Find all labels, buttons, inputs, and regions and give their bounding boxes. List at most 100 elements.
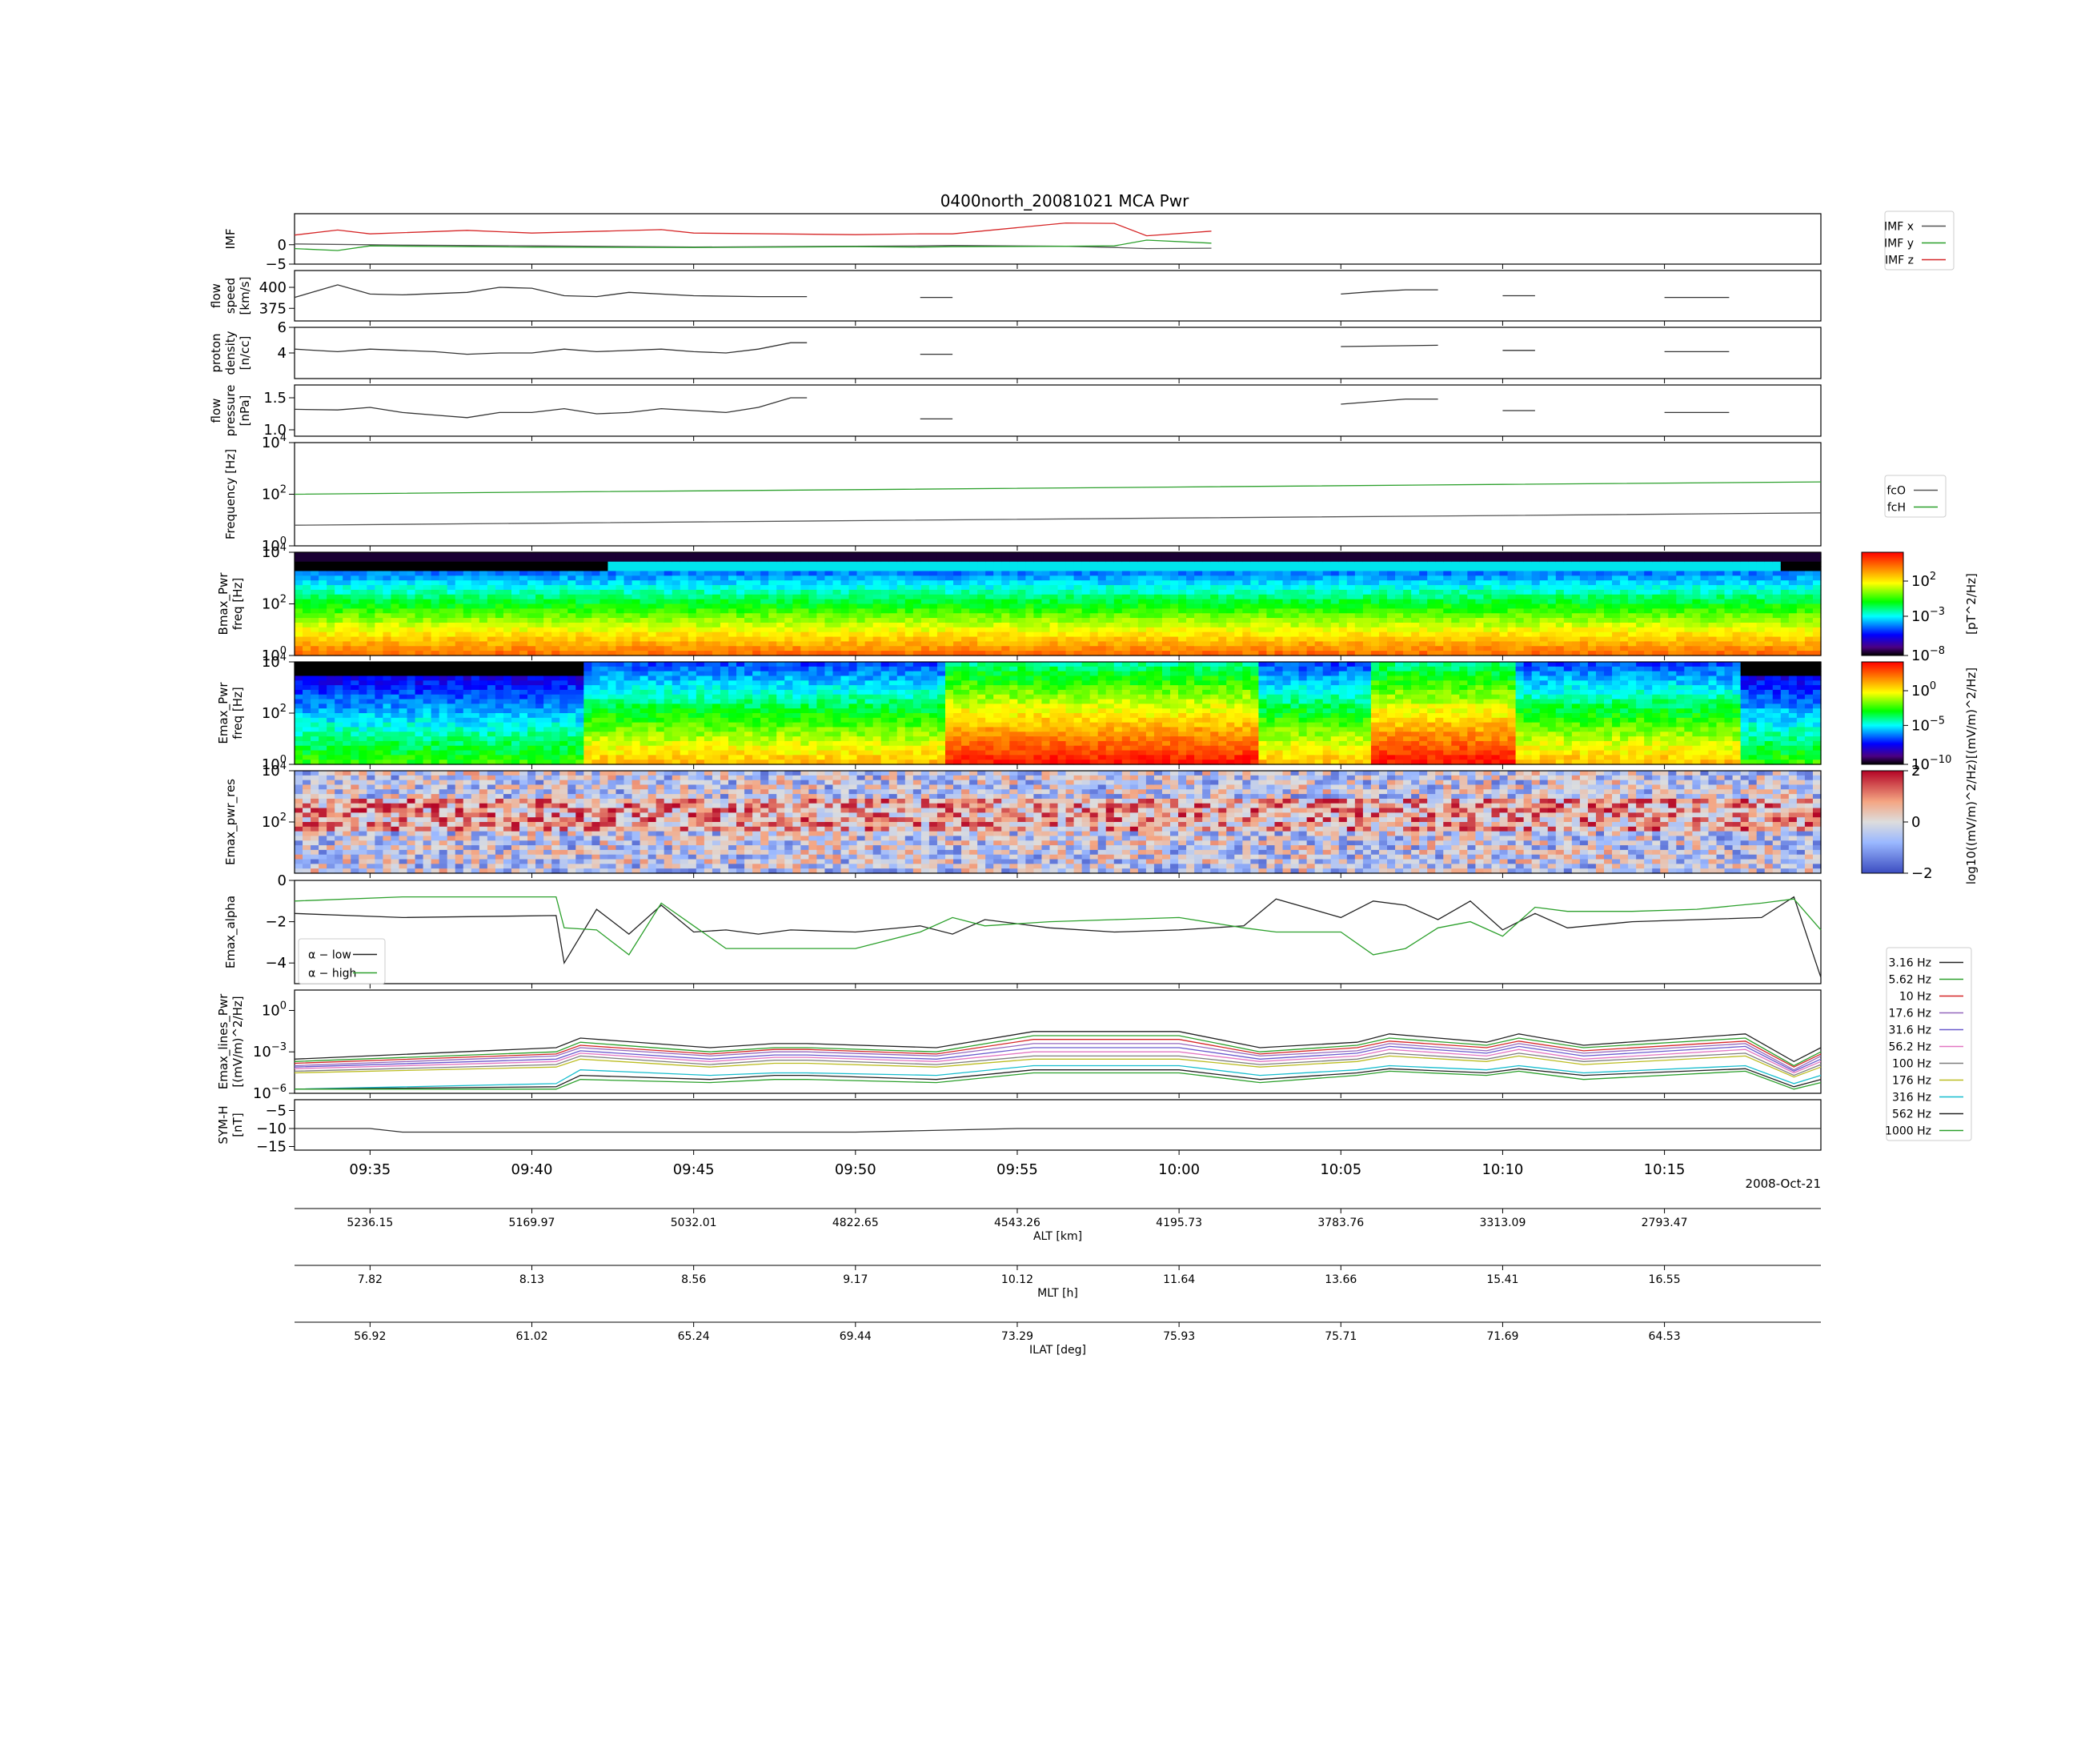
extra-axis-tick-label: 4822.65 [832,1217,879,1229]
panel-frame [295,385,1821,436]
series-line [1341,399,1437,404]
y-tick-label: 4 [278,345,287,362]
y-tick-label: −2 [265,914,287,931]
y-tick-label: 102 [262,594,287,613]
extra-axis-tick-label: 8.56 [681,1273,706,1286]
y-tick-label: −4 [265,955,287,972]
legend-entry: 31.6 Hz [1889,1024,1932,1037]
y-tick-label: 1.5 [263,390,287,407]
y-tick-label: 0 [278,237,287,254]
extra-axis-tick-label: 15.41 [1486,1273,1518,1286]
extra-axis-label: MLT [h] [1037,1287,1078,1300]
y-axis-label: Emax_alpha [223,896,239,968]
colorbar-tick-label: −2 [1911,865,1933,882]
date-label: 2008-Oct-21 [1746,1177,1821,1191]
series-line [295,513,1821,525]
legend-4: fcO fcH [1885,475,1946,517]
y-tick-label: 104 [262,651,287,671]
heatmap-5 [295,552,1822,656]
x-tick-label: 10:15 [1644,1161,1686,1178]
legend-entry: fcH [1887,502,1906,515]
colorbar-bar [1862,552,1903,655]
extra-axis-tick-label: 2793.47 [1642,1217,1688,1229]
y-axis-label: Emax_lines_Pwr[(mV/m)^2/Hz] [216,993,245,1089]
series-line [295,1129,1821,1133]
x-tick-label: 09:40 [511,1161,553,1178]
colorbar-7: 2 0 −2 log10((mV/m)^2/Hz) [1862,760,1979,884]
y-tick-label: −10 [256,1121,287,1137]
extra-axis-tick-label: 75.93 [1163,1330,1195,1343]
x-tick-label: 09:55 [996,1161,1038,1178]
y-tick-label: −15 [256,1139,287,1156]
legend-entry: 316 Hz [1892,1092,1931,1105]
panel-frame [295,443,1821,546]
y-axis-label: Frequency [Hz] [223,449,238,539]
colorbar-tick-label: 102 [1911,571,1936,590]
legend-entry: 3.16 Hz [1889,957,1932,970]
extra-axis-tick-label: 7.82 [358,1273,383,1286]
x-tick-label: 10:05 [1320,1161,1361,1178]
y-tick-label: 104 [262,432,287,451]
legend-entry: fcO [1887,485,1906,498]
series-line [295,897,1821,978]
y-axis-label: protondensity[n/cc] [209,331,252,375]
y-tick-label: 102 [262,703,287,722]
legend-entry: IMF y [1884,238,1914,251]
y-tick-label: −5 [265,256,287,273]
series-line [295,285,807,298]
extra-axis-tick-label: 71.69 [1486,1330,1518,1343]
colorbar-label: log10((mV/m)^2/Hz) [1964,760,1979,884]
colorbar-bar [1862,662,1903,764]
series-line [295,1066,1821,1089]
colorbar-label: [(mV/m)^2/Hz] [1964,668,1979,759]
series-line [295,1071,1821,1088]
x-tick-label: 10:10 [1482,1161,1523,1178]
legend-entry: 17.6 Hz [1889,1008,1932,1020]
y-tick-label: 104 [262,542,287,561]
extra-axis-tick-label: 10.12 [1001,1273,1033,1286]
y-tick-label: 10−3 [253,1041,287,1060]
colorbar-tick-label: 2 [1911,763,1920,780]
series-line [295,223,1212,236]
extra-axis-tick-label: 61.02 [515,1330,547,1343]
legend-entry: 56.2 Hz [1889,1041,1932,1054]
x-tick-label: 09:35 [349,1161,391,1178]
legend-entry: 1000 Hz [1885,1125,1931,1138]
extra-axis-tick-label: 3783.76 [1317,1217,1364,1229]
panel-0: 0 −5 IMF [223,214,1821,273]
extra-axis-tick-label: 4195.73 [1156,1217,1202,1229]
colorbar-tick-label: 0 [1911,814,1920,831]
legend-entry: 5.62 Hz [1889,974,1932,987]
legend-entry: 10 Hz [1899,991,1931,1004]
series-line [1341,290,1437,294]
panel-frame [295,1100,1821,1150]
y-axis-label: IMF [223,229,238,250]
colorbar-tick-label: 10−3 [1911,606,1945,625]
extra-axis-tick-label: 64.53 [1649,1330,1681,1343]
extra-axis-tick-label: 69.44 [840,1330,872,1343]
heatmap-6 [295,662,1822,765]
panel-frame [295,880,1821,984]
panel-frame [295,271,1821,321]
series-line [1341,345,1437,347]
legend-entry: α − high [308,968,356,980]
x-tick-label: 10:00 [1158,1161,1200,1178]
extra-axis-tick-label: 11.64 [1163,1273,1195,1286]
y-tick-label: 400 [259,279,287,296]
extra-axis-tick-label: 56.92 [354,1330,386,1343]
x-tick-label: 09:45 [673,1161,715,1178]
y-tick-label: 0 [278,872,287,889]
extra-axis-tick-label: 73.29 [1001,1330,1033,1343]
heatmap-7 [295,771,1822,874]
extra-axis-tick-label: 9.17 [843,1273,868,1286]
y-axis-label: Bmax_Pwrfreq [Hz] [216,572,245,635]
